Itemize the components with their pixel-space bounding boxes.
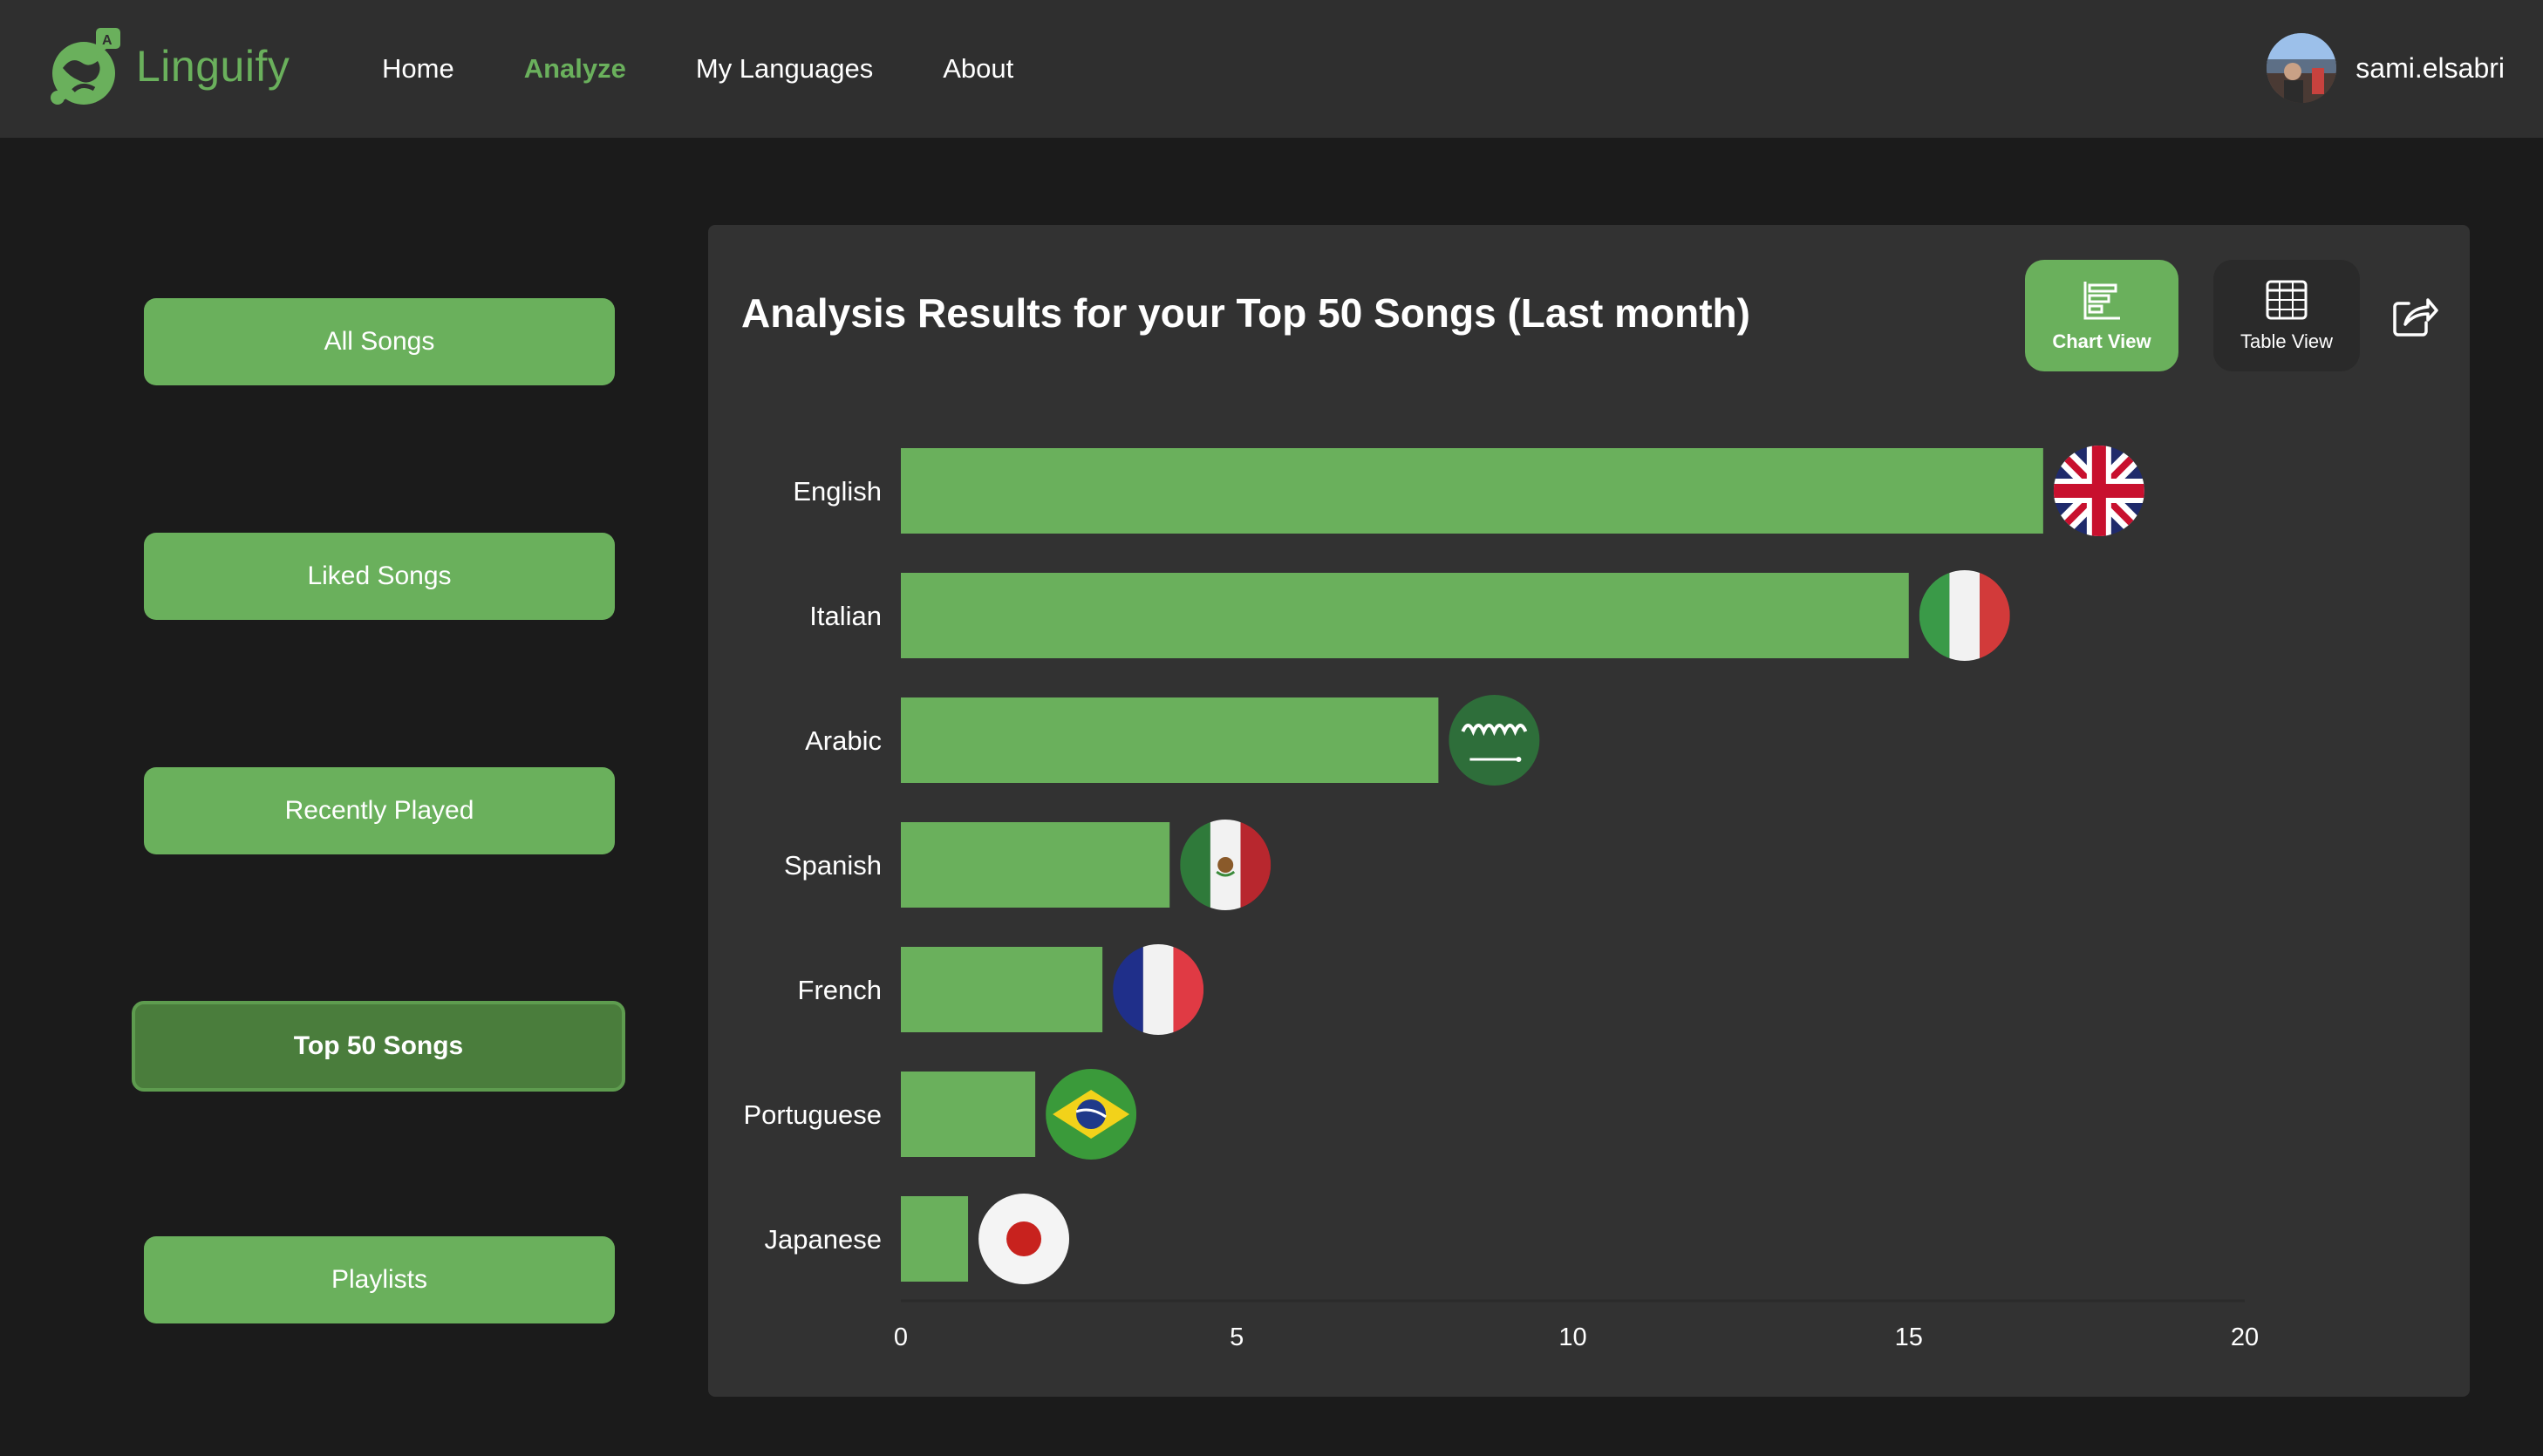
chart-view-button[interactable]: Chart View xyxy=(2025,260,2178,371)
sidebar-all-songs-button[interactable]: All Songs xyxy=(144,298,615,385)
saudi-arabia-flag-icon xyxy=(1449,695,1540,786)
avatar[interactable] xyxy=(2267,33,2337,103)
table-view-icon xyxy=(2266,280,2308,320)
nav-about[interactable]: About xyxy=(943,53,1014,84)
bar-japanese[interactable] xyxy=(901,1196,969,1282)
x-tick-label: 20 xyxy=(2231,1323,2259,1351)
brand[interactable]: A Linguify xyxy=(47,24,290,108)
share-icon[interactable] xyxy=(2390,291,2438,340)
linguify-logo-icon: A xyxy=(51,28,120,105)
bar-arabic[interactable] xyxy=(901,697,1439,783)
nav-analyze[interactable]: Analyze xyxy=(523,53,626,84)
france-flag-icon xyxy=(1113,944,1204,1035)
x-tick-label: 5 xyxy=(1230,1323,1244,1351)
bar-english[interactable] xyxy=(901,448,2043,534)
language-bar-chart: English Italian Arabic Spanish French Portugu… xyxy=(743,446,2259,1351)
sidebar-top-50-songs-button[interactable]: Top 50 Songs xyxy=(132,1001,625,1092)
chart-view-icon xyxy=(2083,282,2120,320)
panel-title: Analysis Results for your Top 50 Songs (… xyxy=(741,290,1750,336)
username: sami.elsabri xyxy=(2356,51,2505,84)
brazil-flag-icon xyxy=(1046,1069,1137,1160)
chart-view-label: Chart View xyxy=(2052,330,2151,352)
uk-flag-icon xyxy=(2053,446,2144,536)
main-nav: Home Analyze My Languages About xyxy=(382,0,1083,138)
top-navbar: A Linguify Home Analyze My Languages Abo… xyxy=(0,0,2543,138)
category-label-italian: Italian xyxy=(809,601,882,631)
italy-flag-icon xyxy=(1919,570,2010,661)
category-label-french: French xyxy=(798,975,882,1005)
table-view-button[interactable]: Table View xyxy=(2213,260,2360,371)
x-tick-label: 0 xyxy=(894,1323,908,1351)
sidebar-recently-played-button[interactable]: Recently Played xyxy=(144,767,615,854)
sidebar-playlists-button[interactable]: Playlists xyxy=(144,1236,615,1323)
x-tick-label: 15 xyxy=(1895,1323,1923,1351)
bar-french[interactable] xyxy=(901,947,1103,1032)
nav-home[interactable]: Home xyxy=(382,53,454,84)
bar-italian[interactable] xyxy=(901,573,1909,658)
bar-portuguese[interactable] xyxy=(901,1072,1036,1157)
avatar-photo-icon xyxy=(2267,33,2337,103)
category-label-portuguese: Portuguese xyxy=(743,1099,882,1130)
bar-spanish[interactable] xyxy=(901,822,1170,908)
category-label-spanish: Spanish xyxy=(784,850,882,881)
category-label-english: English xyxy=(793,476,882,507)
analysis-panel: Analysis Results for your Top 50 Songs (… xyxy=(708,225,2470,1397)
sidebar-liked-songs-button[interactable]: Liked Songs xyxy=(144,533,615,620)
category-label-japanese: Japanese xyxy=(765,1224,882,1255)
japan-flag-icon xyxy=(978,1194,1070,1284)
user-menu[interactable]: sami.elsabri xyxy=(2267,33,2505,103)
brand-name: Linguify xyxy=(136,42,290,91)
nav-my-languages[interactable]: My Languages xyxy=(695,53,874,84)
svg-text:A: A xyxy=(102,33,112,48)
mexico-flag-icon xyxy=(1180,820,1272,910)
category-label-arabic: Arabic xyxy=(805,725,882,756)
table-view-label: Table View xyxy=(2240,330,2333,352)
x-tick-label: 10 xyxy=(1558,1323,1586,1351)
